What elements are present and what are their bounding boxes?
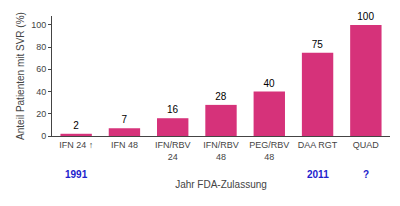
svg-text:100: 100: [357, 11, 374, 22]
svg-text:IFN 24 ↑: IFN 24 ↑: [59, 140, 93, 150]
svg-text:60: 60: [36, 64, 46, 74]
svg-text:IFN 48: IFN 48: [111, 140, 138, 150]
svg-text:2: 2: [73, 120, 79, 131]
svg-text:Anteil Patienten mit SVR (%): Anteil Patienten mit SVR (%): [15, 12, 26, 140]
svg-text:16: 16: [167, 104, 179, 115]
svg-text:1991: 1991: [65, 169, 88, 180]
svg-text:IFN/RBV24: IFN/RBV24: [155, 140, 191, 162]
svg-text:100: 100: [31, 20, 46, 30]
svg-text:7: 7: [121, 114, 127, 125]
svg-text:20: 20: [36, 109, 46, 119]
svg-text:DAA RGT: DAA RGT: [298, 140, 338, 150]
svg-text:Jahr FDA-Zulassung: Jahr FDA-Zulassung: [175, 179, 267, 190]
svg-text:QUAD: QUAD: [353, 140, 380, 150]
svg-text:40: 40: [264, 78, 276, 89]
svg-text:28: 28: [215, 91, 227, 102]
svg-text:75: 75: [312, 39, 324, 50]
svg-text:2011: 2011: [307, 169, 329, 180]
svg-text:IFN/RBV48: IFN/RBV48: [203, 140, 239, 162]
svg-text:40: 40: [36, 87, 46, 97]
svg-text:PEG/RBV48: PEG/RBV48: [249, 140, 289, 162]
svg-text:?: ?: [363, 169, 369, 180]
svg-text:0: 0: [41, 131, 46, 141]
svg-text:80: 80: [36, 42, 46, 52]
